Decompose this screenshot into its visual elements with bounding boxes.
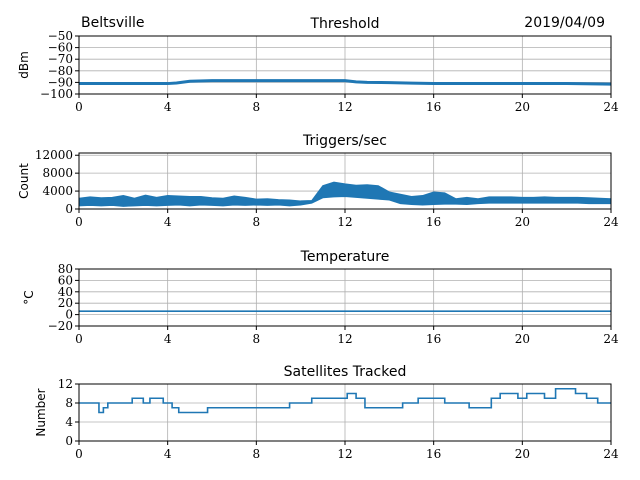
x-tick-label: 24 (603, 100, 619, 114)
x-tick-label: 4 (164, 215, 172, 229)
y-tick-label: 0 (65, 202, 73, 216)
x-tick-label: 0 (75, 332, 83, 346)
y-tick-label: 40 (58, 285, 73, 299)
x-tick-label: 8 (253, 215, 261, 229)
y-tick-label: 12000 (35, 148, 73, 162)
subplot-title: Threshold (310, 16, 380, 32)
x-tick-label: 0 (75, 215, 83, 229)
y-tick-label: −80 (48, 64, 73, 78)
y-tick-label: 60 (58, 273, 73, 287)
x-tick-label: 12 (337, 215, 352, 229)
y-tick-label: 20 (58, 296, 73, 310)
x-tick-label: 16 (426, 215, 441, 229)
x-tick-label: 20 (515, 332, 530, 346)
x-tick-label: 4 (164, 447, 172, 461)
x-tick-label: 0 (75, 100, 83, 114)
subplot-title: Triggers/sec (302, 133, 387, 149)
series-line (79, 79, 612, 86)
y-tick-label: 12 (58, 377, 73, 391)
x-tick-label: 0 (75, 447, 83, 461)
y-tick-label: 8000 (42, 166, 73, 180)
y-tick-label: 0 (65, 308, 73, 322)
y-tick-label: 0 (65, 434, 73, 448)
x-tick-label: 4 (164, 332, 172, 346)
y-tick-label: −20 (48, 319, 73, 333)
axes-frame (78, 268, 612, 327)
x-tick-label: 16 (426, 100, 441, 114)
date-label: 2019/04/09 (524, 15, 605, 31)
x-tick-label: 8 (253, 332, 261, 346)
x-tick-label: 4 (164, 100, 172, 114)
x-tick-label: 12 (337, 447, 352, 461)
subplot-title: Satellites Tracked (284, 364, 407, 380)
x-tick-label: 20 (515, 447, 530, 461)
y-axis-label: Number (34, 388, 48, 436)
y-tick-label: 4 (65, 415, 73, 429)
x-tick-label: 20 (515, 215, 530, 229)
x-tick-label: 24 (603, 447, 619, 461)
axes-frame (78, 35, 612, 95)
x-tick-label: 16 (426, 332, 441, 346)
y-tick-label: −50 (48, 29, 73, 43)
y-tick-label: 8 (65, 396, 73, 410)
axes-frame (78, 152, 612, 210)
series-line (79, 387, 611, 414)
axes-frame (78, 383, 612, 442)
y-tick-label: −70 (48, 52, 73, 66)
x-tick-label: 16 (426, 447, 441, 461)
x-tick-label: 24 (603, 215, 619, 229)
subplot-title: Temperature (300, 249, 390, 265)
subplot-0: 0 4 8 12 16 20 24 −100−90−80−70−60−50 Threshold d… (17, 16, 619, 114)
y-tick-label: 4000 (42, 184, 73, 198)
x-tick-label: 20 (515, 100, 530, 114)
x-tick-label: 24 (603, 332, 619, 346)
x-tick-label: 8 (253, 447, 261, 461)
y-tick-label: −90 (48, 75, 73, 89)
y-axis-label: dBm (17, 51, 31, 79)
y-axis-label: Count (17, 163, 31, 199)
x-tick-label: 8 (253, 100, 261, 114)
y-tick-label: 80 (58, 262, 73, 276)
x-tick-label: 12 (337, 332, 352, 346)
subplot-3: 0 4 8 12 16 20 24 0 4 8 12 Satellites Tracked Number (34, 364, 619, 461)
subplot-1: 0 4 8 12 16 20 24 0 4000 8000 12000 Triggers/sec Cou… (17, 133, 619, 229)
y-tick-label: −60 (48, 41, 73, 55)
site-label: Beltsville (81, 15, 144, 31)
y-axis-label: °C (22, 290, 36, 304)
x-tick-label: 12 (337, 100, 352, 114)
y-tick-label: −100 (40, 87, 73, 101)
